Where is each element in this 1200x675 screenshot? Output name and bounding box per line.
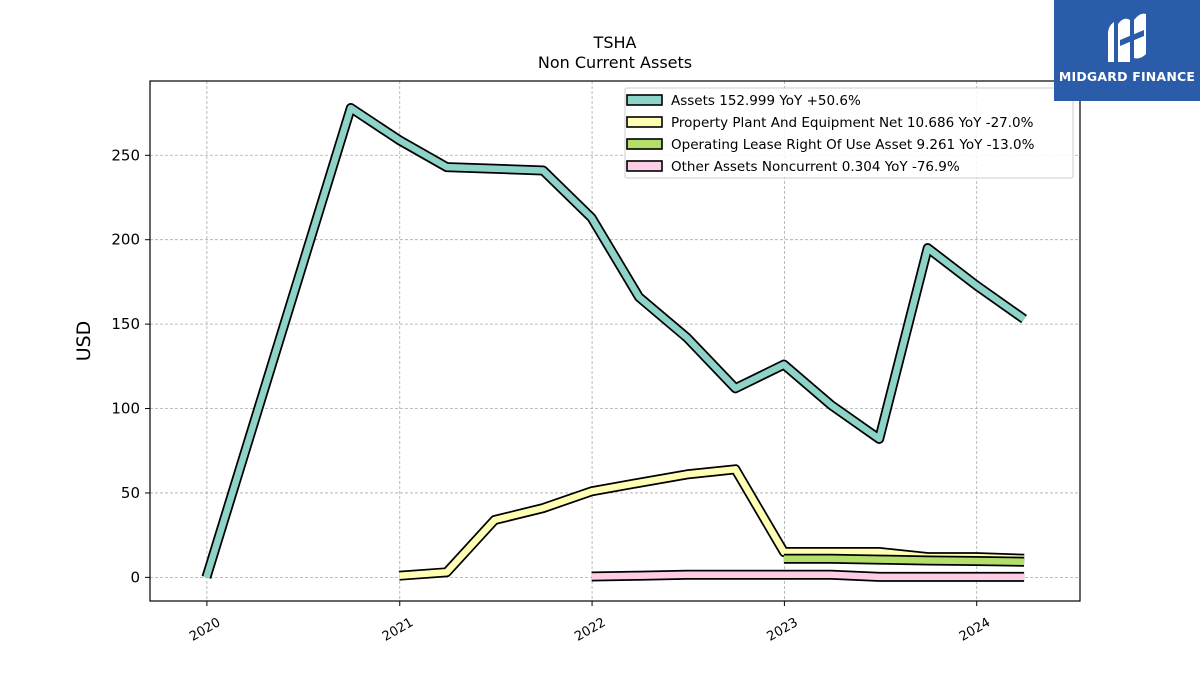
x-tick-label: 2020	[187, 615, 223, 645]
legend-box	[624, 87, 1074, 179]
legend-entry: Operating Lease Right Of Use Asset 9.261…	[671, 137, 1035, 153]
legend-swatch	[626, 160, 663, 172]
x-tick-label: 2023	[765, 615, 801, 645]
y-axis-label: USD	[73, 321, 95, 362]
y-tick-label: 250	[111, 146, 140, 164]
midgard-finance-logo: MIDGARD FINANCE	[1054, 0, 1200, 101]
legend-entry: Property Plant And Equipment Net 10.686 …	[671, 115, 1034, 131]
midgard-logo-icon	[1108, 13, 1146, 63]
series-line-other-assets-noncurrent	[591, 571, 1025, 581]
y-tick-label: 150	[111, 315, 140, 333]
legend: Assets 152.999 YoY +50.6% Property Plant …	[624, 87, 1074, 179]
y-tick-label: 200	[111, 231, 140, 249]
chart-title: TSHA	[593, 33, 637, 52]
legend-entry: Assets 152.999 YoY +50.6%	[671, 93, 861, 109]
brand-name: MIDGARD FINANCE	[1058, 69, 1196, 84]
legend-swatch	[626, 138, 663, 150]
series-line-operating-lease-right-of-use-asset	[783, 555, 1025, 565]
y-tick-label: 100	[111, 400, 140, 418]
grid	[150, 81, 1080, 601]
x-tick-label: 2021	[380, 615, 416, 645]
series-lines	[201, 103, 1027, 582]
legend-entry: Other Assets Noncurrent 0.304 YoY -76.9%	[671, 159, 960, 175]
y-tick-label: 0	[130, 568, 140, 586]
chart-subtitle: Non Current Assets	[538, 53, 692, 72]
legend-swatch	[626, 94, 663, 106]
x-axis-ticks: 2020 2021 2022 2023 2024	[187, 601, 993, 645]
x-tick-label: 2022	[572, 615, 608, 645]
x-tick-label: 2024	[957, 615, 993, 645]
y-tick-label: 50	[121, 484, 140, 502]
plot-frame	[149, 80, 1081, 602]
series-line-assets	[203, 104, 1026, 579]
y-axis-ticks: 0 50 100 150 200 250	[111, 146, 150, 586]
legend-swatch	[626, 116, 663, 128]
